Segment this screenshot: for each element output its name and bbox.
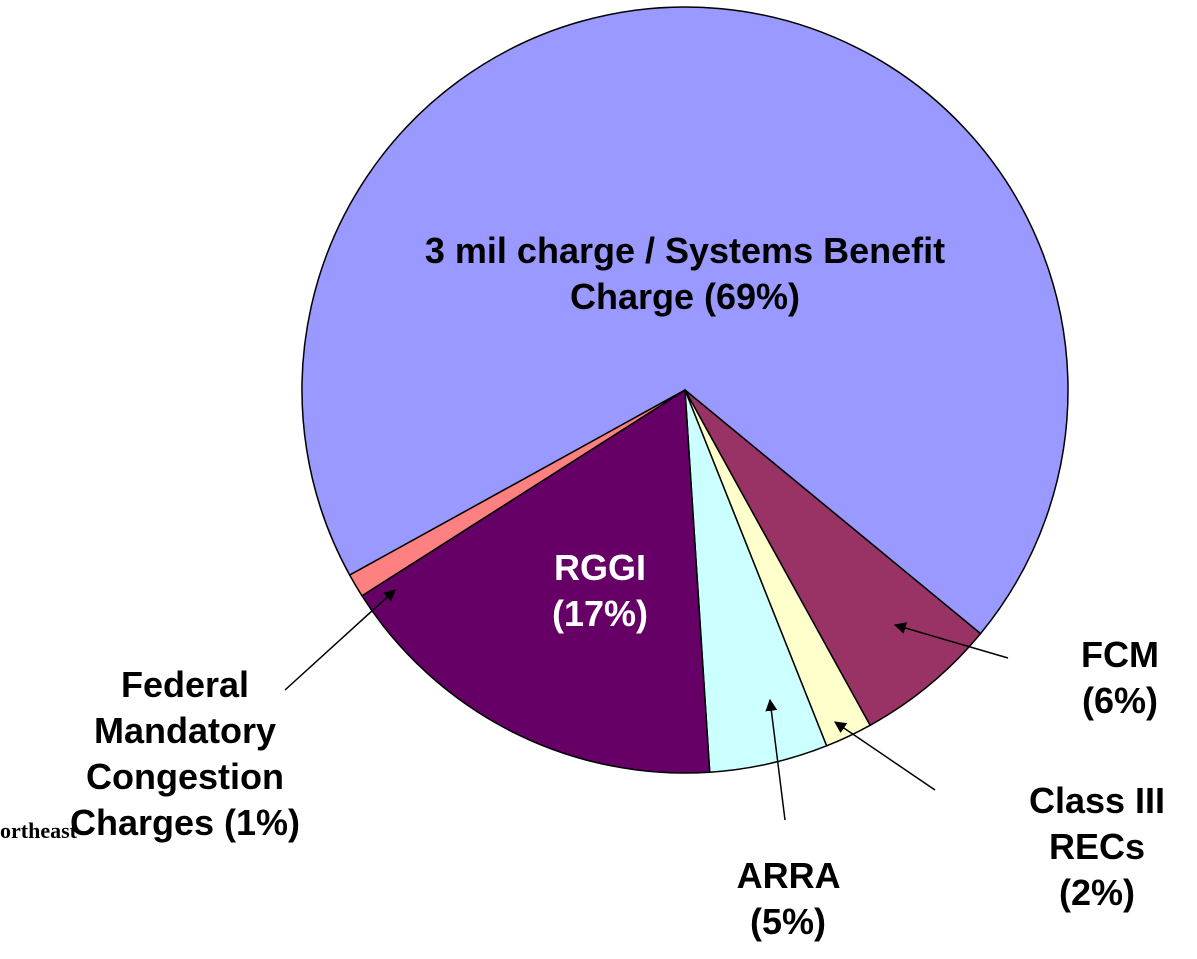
value-label: (69%) xyxy=(704,276,801,317)
slice-label: FCM (6%) xyxy=(1060,632,1180,724)
category-label: ARRA xyxy=(736,855,840,896)
pointer xyxy=(834,721,936,791)
slice-label: RGGI (17%) xyxy=(525,545,675,637)
pointer xyxy=(284,589,396,691)
slice-label: Class III RECs (2%) xyxy=(1010,778,1185,916)
category-label: Federal Mandatory Congestion Charges xyxy=(69,664,284,843)
pointer xyxy=(765,698,786,821)
slice xyxy=(301,6,1069,635)
category-label: Class III RECs xyxy=(1028,780,1166,867)
pointer xyxy=(893,622,1009,659)
slice-label: 3 mil charge / Systems Benefit Charge (6… xyxy=(415,228,955,320)
category-label: FCM xyxy=(1081,634,1159,675)
value-label: (5%) xyxy=(749,901,826,942)
slice xyxy=(684,389,982,727)
logo-text: ortheast xyxy=(0,818,77,843)
slice xyxy=(360,388,711,774)
slice-label: ARRA (5%) xyxy=(713,853,863,945)
slice xyxy=(348,389,686,597)
value-label: (2%) xyxy=(1058,872,1135,913)
value-label: (1%) xyxy=(224,802,301,843)
value-label: (6%) xyxy=(1081,680,1158,721)
value-label: (17%) xyxy=(551,593,649,634)
slice-label: Federal Mandatory Congestion Charges (1%… xyxy=(40,662,330,846)
category-label: RGGI xyxy=(553,547,646,588)
category-label: 3 mil charge / Systems Benefit Charge xyxy=(424,230,946,317)
